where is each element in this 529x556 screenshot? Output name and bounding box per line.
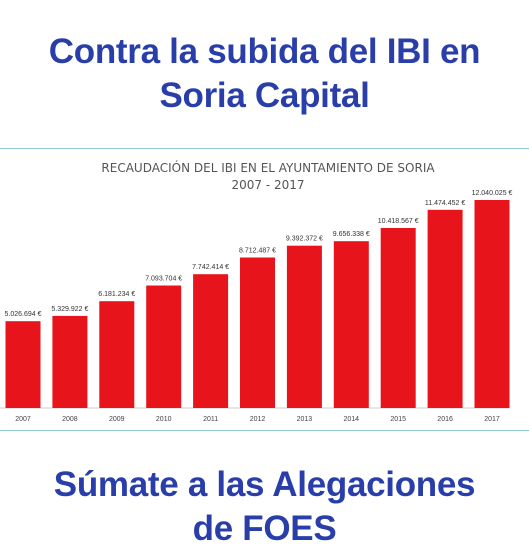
x-tick-2011: 2011 xyxy=(203,416,218,423)
headline-top-line-1: Contra la subida del IBI en xyxy=(48,32,481,71)
x-tick-2010: 2010 xyxy=(156,416,172,423)
bars-layer: 5.026.694 € 2007 5.329.922 € 2008 6.181.234 … xyxy=(5,190,513,423)
bar-2010 xyxy=(146,285,182,408)
bar-2013 xyxy=(286,245,322,408)
bottom-divider xyxy=(0,430,529,431)
x-tick-2007: 2007 xyxy=(15,416,31,423)
data-label-2014: 9.656.338 € xyxy=(333,231,370,238)
x-tick-2012: 2012 xyxy=(250,416,266,423)
x-tick-2009: 2009 xyxy=(109,416,125,423)
chart-subtitle: 2007 - 2017 xyxy=(231,178,304,192)
top-divider xyxy=(0,148,529,149)
x-tick-2017: 2017 xyxy=(484,416,500,423)
headline-bottom-line-1: Súmate a las Alegaciones xyxy=(53,465,476,504)
bar-2007 xyxy=(5,321,41,408)
bar-2016 xyxy=(427,209,463,408)
bar-2015 xyxy=(380,228,416,408)
ibi-bar-chart: RECAUDACIÓN DEL IBI EN EL AYUNTAMIENTO D… xyxy=(0,160,513,423)
bar-2009 xyxy=(99,301,135,408)
data-label-2017: 12.040.025 € xyxy=(472,190,513,197)
headline-top: Contra la subida del IBI en Soria Capita… xyxy=(0,30,529,118)
bar-2017 xyxy=(474,200,510,408)
x-tick-2015: 2015 xyxy=(390,416,406,423)
data-label-2015: 10.418.567 € xyxy=(378,218,419,225)
bar-2012 xyxy=(240,257,275,408)
x-tick-2008: 2008 xyxy=(62,416,78,423)
data-label-2016: 11.474.452 € xyxy=(425,200,465,207)
x-tick-2016: 2016 xyxy=(437,416,453,423)
x-tick-2014: 2014 xyxy=(344,416,360,423)
bar-2008 xyxy=(52,315,88,408)
bar-2014 xyxy=(333,241,369,408)
headline-bottom-line-2: de FOES xyxy=(192,509,337,548)
data-label-2010: 7.093.704 € xyxy=(145,276,182,283)
chart-title: RECAUDACIÓN DEL IBI EN EL AYUNTAMIENTO D… xyxy=(101,160,435,175)
headline-top-line-2: Soria Capital xyxy=(159,76,370,115)
data-label-2008: 5.329.922 € xyxy=(51,306,88,313)
data-label-2009: 6.181.234 € xyxy=(98,291,135,298)
headline-bottom: Súmate a las Alegaciones de FOES xyxy=(0,463,529,551)
data-label-2011: 7.742.414 € xyxy=(192,264,229,271)
data-label-2012: 8.712.487 € xyxy=(239,248,276,255)
data-label-2013: 9.392.372 € xyxy=(286,236,323,243)
bar-2011 xyxy=(193,274,229,408)
x-tick-2013: 2013 xyxy=(297,416,313,423)
data-label-2007: 5.026.694 € xyxy=(5,311,42,318)
